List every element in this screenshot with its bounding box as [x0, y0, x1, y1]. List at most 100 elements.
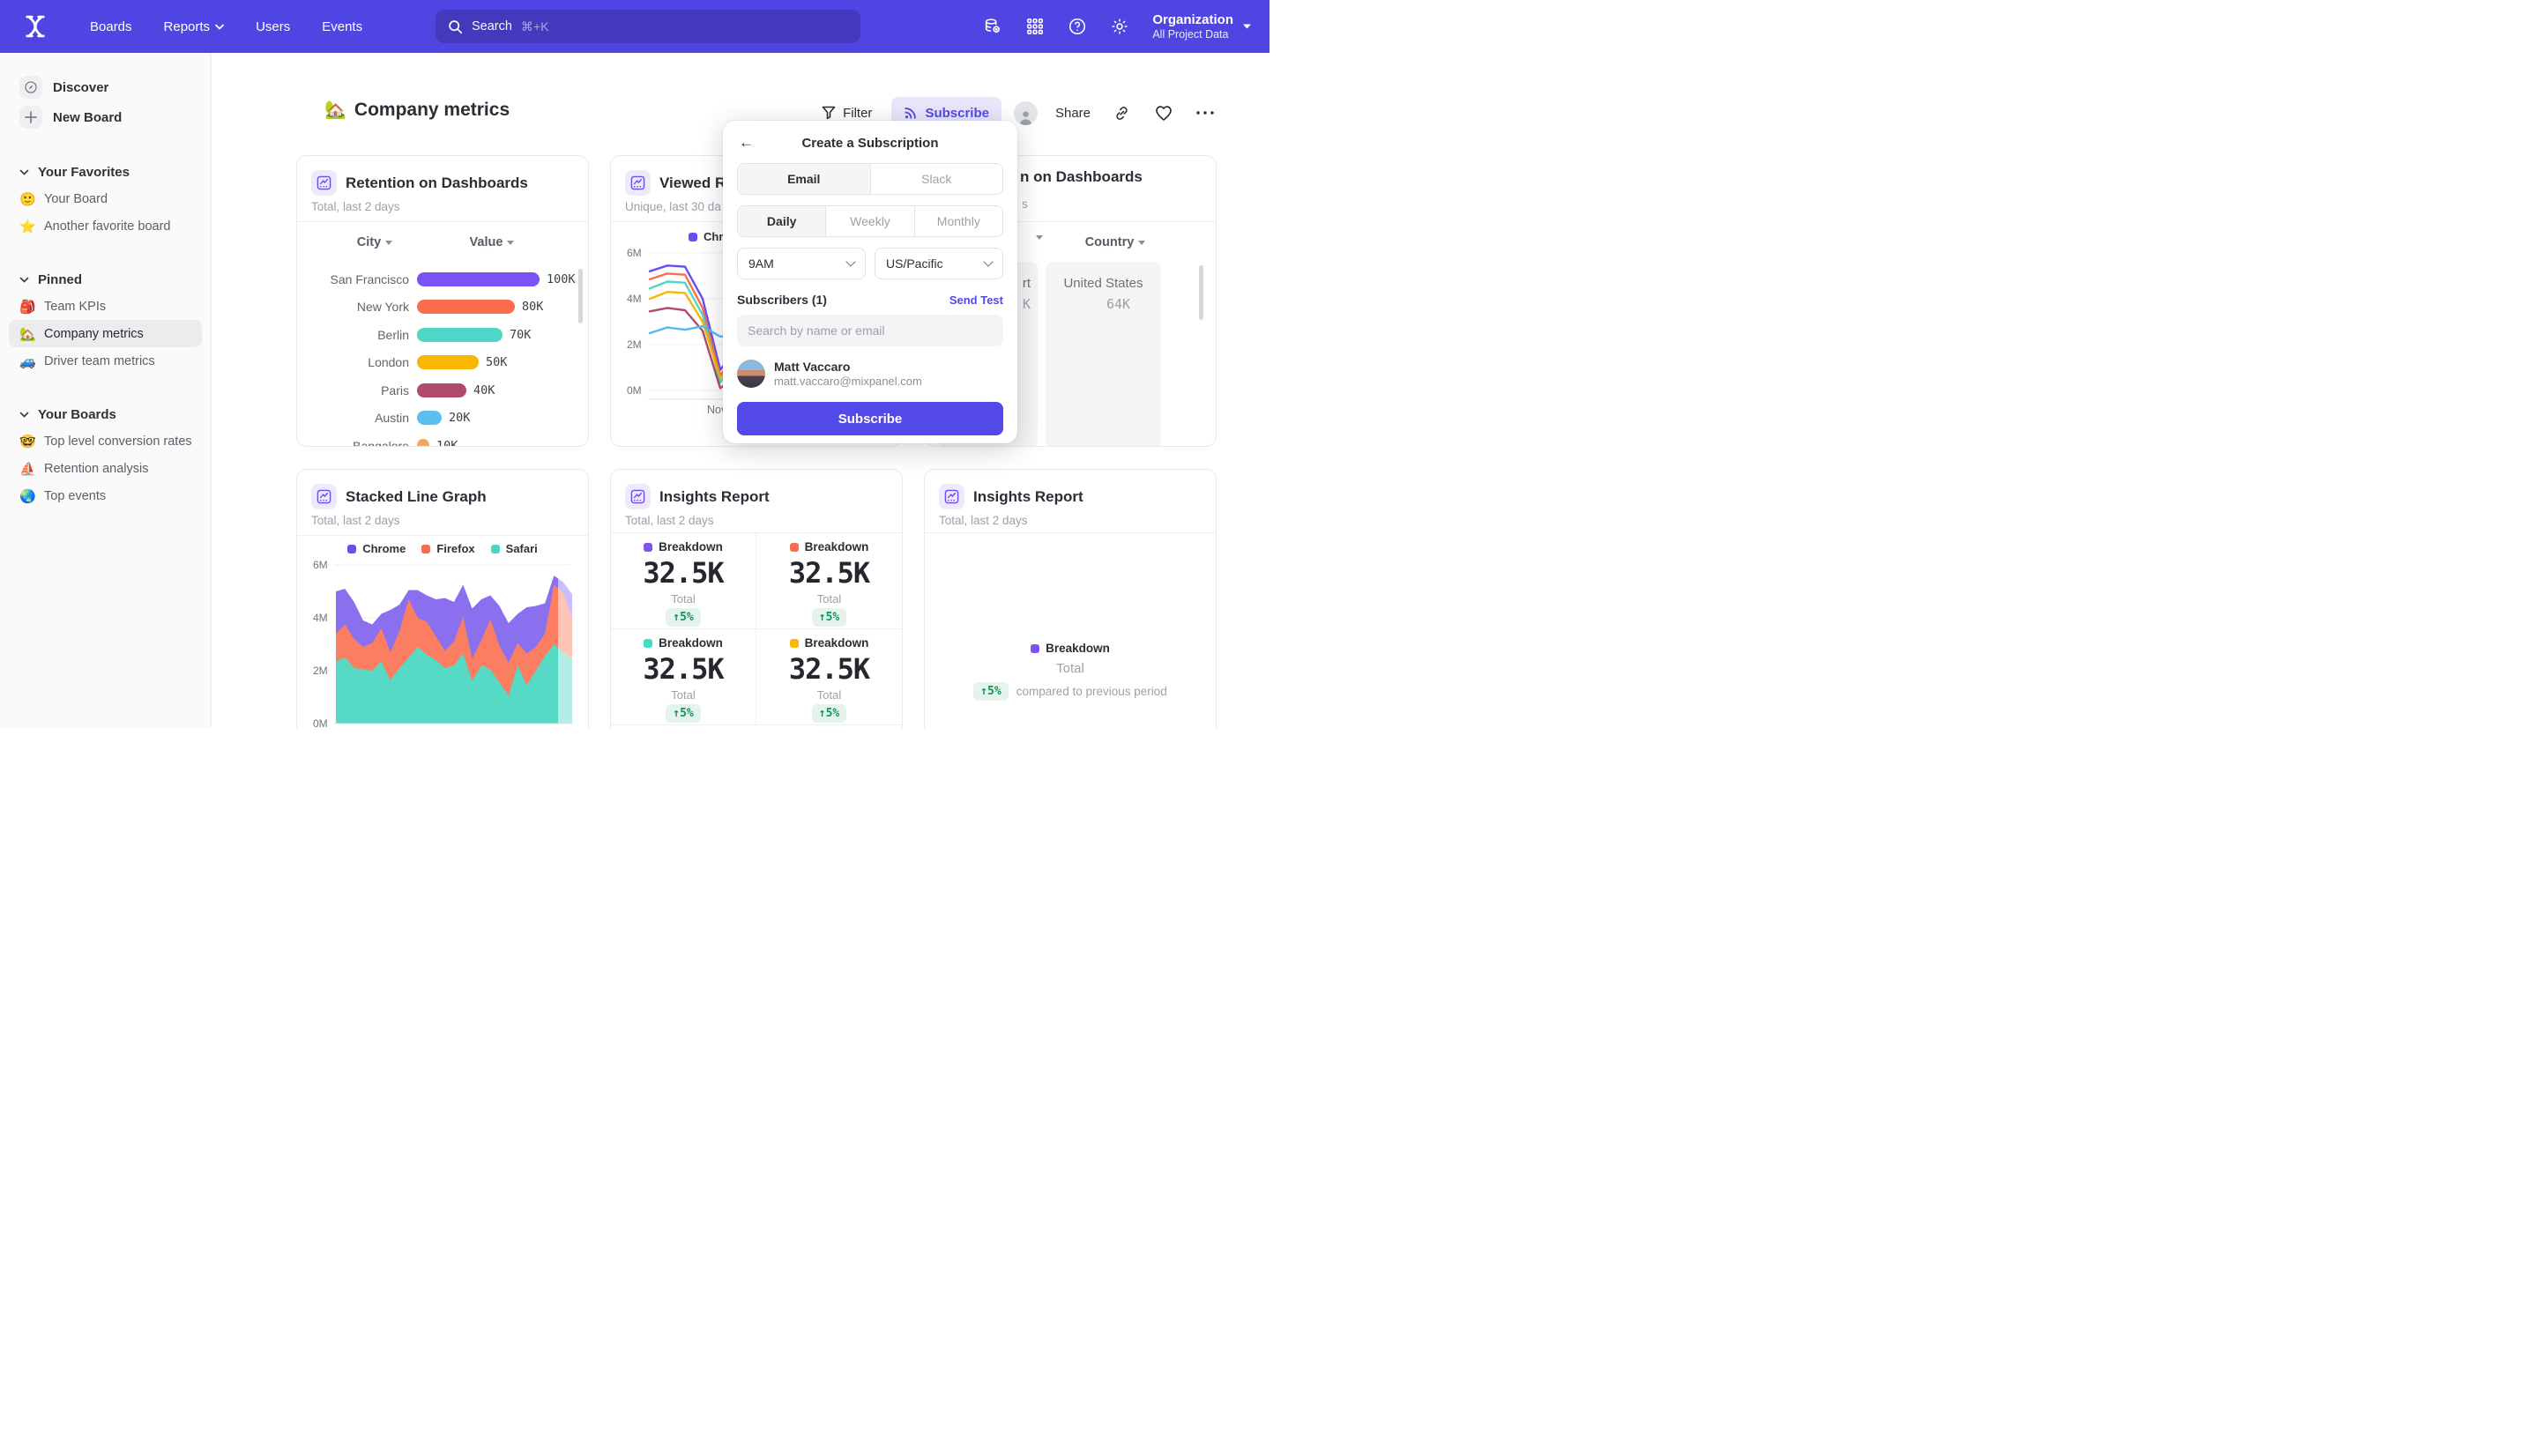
help-icon[interactable]: [1068, 17, 1087, 36]
board-title: Company metrics: [354, 99, 510, 120]
tab-weekly[interactable]: Weekly: [826, 206, 915, 236]
sidebar-item-discover[interactable]: Discover: [0, 72, 211, 102]
bar-segment: [417, 383, 466, 397]
sidebar-item-label: Another favorite board: [44, 219, 171, 234]
card-title: Viewed Re: [659, 174, 734, 191]
bar-value-label: 20K: [449, 411, 471, 426]
subscriber-search-input[interactable]: Search by name or email: [737, 315, 1003, 346]
metric-sub: Total: [671, 688, 696, 702]
table-row[interactable]: Paris 40K: [311, 376, 579, 405]
column-header-country[interactable]: Country: [1071, 235, 1159, 249]
column-header-city[interactable]: City: [341, 235, 408, 249]
metric-cell[interactable]: Breakdown 32.5K Total ↑5%: [756, 629, 902, 725]
settings-gear-icon[interactable]: [1110, 17, 1129, 36]
sidebar-section-label: Pinned: [38, 271, 83, 287]
tab-email[interactable]: Email: [738, 164, 871, 194]
tab-monthly[interactable]: Monthly: [914, 206, 1002, 236]
svg-text:4M: 4M: [627, 293, 642, 305]
card-title: Retention on Dashboards: [346, 174, 528, 191]
legend-label: Chrome: [362, 542, 406, 555]
table-row[interactable]: Austin 20K: [311, 405, 579, 433]
share-label: Share: [1054, 105, 1091, 121]
modal-subscribe-button[interactable]: Subscribe: [737, 402, 1003, 435]
cell-country-value: 64K: [1106, 296, 1131, 312]
board-emoji: 🌏: [19, 488, 36, 504]
search-input[interactable]: Search ⌘+K: [436, 10, 860, 43]
sidebar-section-header[interactable]: Pinned: [0, 266, 211, 293]
sidebar-item-another-favorite-board[interactable]: ⭐ Another favorite board: [0, 212, 211, 240]
bar-segment: [417, 411, 442, 426]
svg-text:2M: 2M: [313, 665, 328, 677]
sidebar-section-header[interactable]: Your Favorites: [0, 159, 211, 185]
chevron-down-icon: [507, 240, 515, 245]
share-button[interactable]: Share: [1055, 106, 1091, 121]
sidebar-item-label: Team KPIs: [44, 299, 107, 314]
sidebar-item-driver-team-metrics[interactable]: 🚙 Driver team metrics: [0, 347, 211, 375]
apps-grid-icon[interactable]: [1025, 17, 1045, 36]
chevron-down-icon: [19, 169, 29, 175]
delta-badge: ↑5%: [973, 682, 1009, 701]
nav-item-users[interactable]: Users: [256, 19, 290, 34]
sidebar-item-retention-analysis[interactable]: ⛵ Retention analysis: [0, 455, 211, 482]
tab-daily[interactable]: Daily: [738, 206, 827, 236]
subscriber-row[interactable]: Matt Vaccaro matt.vaccaro@mixpanel.com: [737, 358, 1003, 390]
send-test-link[interactable]: Send Test: [949, 293, 1003, 307]
nav-item-boards[interactable]: Boards: [90, 19, 132, 34]
timezone-select[interactable]: US/Pacific: [875, 248, 1003, 279]
line-chart-icon: [311, 484, 337, 509]
legend-item-safari: Safari: [490, 542, 538, 555]
sidebar-section-label: Your Boards: [38, 406, 116, 422]
sidebar-section-header[interactable]: Your Boards: [0, 401, 211, 427]
board-emoji: 🏡: [324, 100, 346, 120]
sidebar-item-team-kpis[interactable]: 🎒 Team KPIs: [0, 293, 211, 320]
legend-item-chrome: Chrome: [347, 542, 406, 555]
metric-grid: Breakdown 32.5K Total ↑5% Breakdown 32.5K Tota…: [611, 533, 902, 728]
data-management-icon[interactable]: [983, 17, 1002, 36]
table-row[interactable]: London 50K: [311, 349, 579, 377]
scrollbar[interactable]: [578, 269, 583, 323]
card-header: Retention on Dashboards Total, last 2 da…: [297, 156, 588, 222]
table-row[interactable]: Berlin 70K: [311, 321, 579, 349]
mixpanel-logo[interactable]: [25, 14, 46, 39]
scrollbar[interactable]: [1199, 265, 1203, 320]
favorite-button[interactable]: [1155, 105, 1173, 122]
metric-cell[interactable]: Breakdown 32.5K Total ↑5%: [611, 629, 756, 725]
card-subtitle: Total, last 2 days: [939, 514, 1028, 527]
bar-category-label: San Francisco: [330, 271, 409, 286]
table-row[interactable]: New York 80K: [311, 293, 579, 322]
copy-link-button[interactable]: [1113, 105, 1130, 122]
filter-button[interactable]: Filter: [822, 106, 872, 121]
svg-text:0M: 0M: [313, 717, 328, 728]
nav-item-events[interactable]: Events: [322, 19, 362, 34]
column-header-value[interactable]: Value: [454, 235, 530, 249]
card-title: Insights Report: [973, 487, 1083, 505]
sidebar-item-label: Top events: [44, 488, 107, 503]
tab-slack[interactable]: Slack: [870, 164, 1002, 194]
sidebar-item-your-board[interactable]: 🙂 Your Board: [0, 185, 211, 212]
metric-cell[interactable]: Breakdown 32.5K Total ↑5%: [756, 533, 902, 629]
column-header-hidden[interactable]: [1031, 235, 1048, 240]
delta-badge: ↑5%: [811, 608, 847, 627]
sidebar-item-new-board[interactable]: New Board: [0, 102, 211, 132]
collaborator-avatar[interactable]: [1013, 100, 1038, 125]
metric-label-row: Breakdown: [644, 636, 723, 650]
sidebar-item-top-level-conversion-rates[interactable]: 🤓 Top level conversion rates: [0, 427, 211, 455]
country-cell-united-states[interactable]: United States 64K: [1046, 262, 1161, 446]
legend-label: Chr: [704, 230, 724, 243]
chevron-down-icon: [19, 412, 29, 418]
search-icon: [449, 19, 463, 33]
sidebar-item-company-metrics[interactable]: 🏡 Company metrics: [9, 320, 202, 347]
nav-item-reports[interactable]: Reports: [164, 19, 225, 34]
back-arrow-icon[interactable]: ←: [739, 134, 754, 151]
time-select[interactable]: 9AM: [737, 248, 866, 279]
more-options-button[interactable]: [1195, 110, 1215, 115]
sidebar-item-top-events[interactable]: 🌏 Top events: [0, 482, 211, 509]
heart-icon: [1156, 105, 1172, 121]
card-subtitle: Unique, last 30 da: [625, 200, 721, 213]
table-row[interactable]: San Francisco 100K: [311, 265, 579, 293]
metric-cell[interactable]: Breakdown 32.5K Total ↑5%: [611, 533, 756, 629]
card-retention-on-dashboards: Retention on Dashboards Total, last 2 da…: [296, 155, 589, 447]
org-project-switcher[interactable]: Organization All Project Data: [1152, 12, 1252, 41]
table-row[interactable]: Bangalore 10K: [311, 432, 579, 446]
board-emoji: ⛵: [19, 461, 36, 477]
